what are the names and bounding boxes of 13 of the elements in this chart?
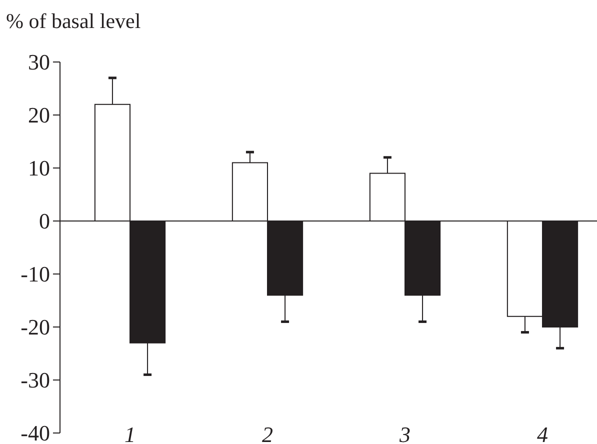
x-tick-label: 1 bbox=[124, 422, 136, 444]
y-tick-label: 10 bbox=[28, 156, 50, 181]
y-axis-title: % of basal level bbox=[6, 9, 141, 33]
y-tick-label: -40 bbox=[20, 420, 50, 444]
y-tick-label: -30 bbox=[20, 368, 50, 393]
y-tick-label: 30 bbox=[28, 50, 50, 75]
y-tick-label: 0 bbox=[39, 208, 50, 234]
y-tick-label: -20 bbox=[20, 314, 50, 340]
x-tick-label: 3 bbox=[398, 422, 410, 444]
y-tick-label: 20 bbox=[28, 102, 50, 128]
x-tick-label: 2 bbox=[262, 422, 273, 444]
y-tick-label: -10 bbox=[20, 262, 50, 287]
x-tick-label: 4 bbox=[537, 422, 548, 444]
